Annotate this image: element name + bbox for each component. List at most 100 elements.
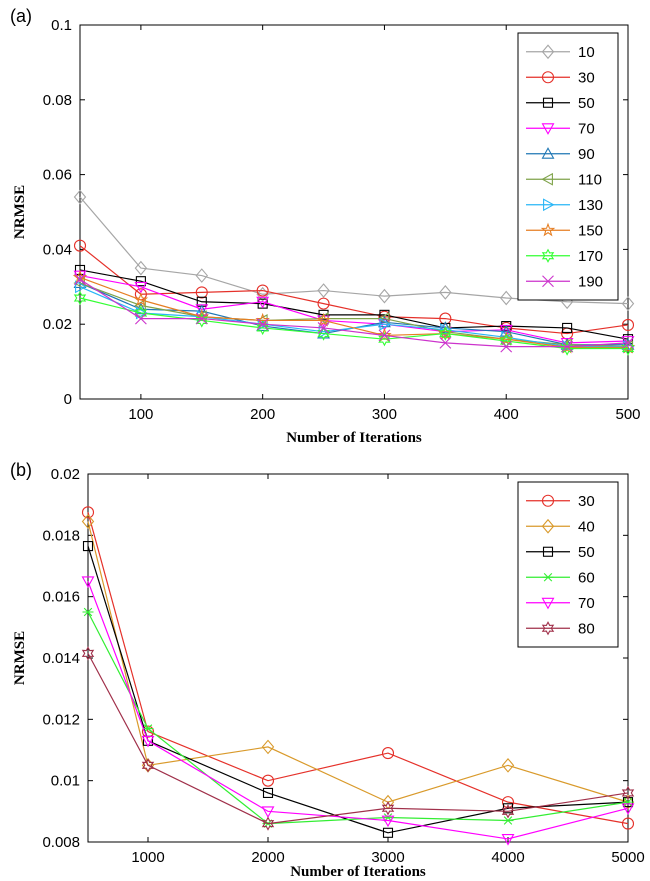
panel-a-series-line-190: [79, 278, 629, 348]
panel-a-data-point-170: [621, 341, 635, 356]
panel-a-legend-marker-70: [541, 123, 555, 135]
panel-a-series-line-30: [79, 245, 629, 335]
panel-a-data-point-190: [74, 273, 86, 286]
panel-a-data-point-190: [317, 322, 330, 334]
panel-a-data-point-170: [195, 313, 208, 328]
panel-b-legend-label-30: 30: [578, 493, 595, 510]
panel-a-data-point-190: [439, 337, 452, 349]
panel-a-x-tick-label: 100: [128, 406, 153, 423]
panel-a-legend-label-10: 10: [578, 44, 595, 61]
panel-a-x-tick-label: 300: [372, 406, 397, 423]
panel-b-series-30: [81, 506, 635, 830]
panel-a-data-point-130: [75, 280, 87, 294]
panel-a-data-point-30: [317, 297, 330, 310]
panel-b-data-point-80: [81, 646, 95, 661]
panel-b-legend-label-60: 60: [578, 569, 595, 586]
panel-a-data-point-130: [440, 323, 452, 337]
panel-a-data-point-10: [256, 286, 269, 302]
panel-a-legend-marker-150: [540, 222, 556, 237]
panel-a-plot-area: [79, 24, 629, 400]
panel-b-series-line-40: [87, 521, 629, 803]
panel-a-series-line-70: [79, 274, 629, 344]
panel-b-series-line-30: [87, 512, 629, 825]
panel-a-data-point-50: [501, 321, 512, 332]
panel-b-legend-marker-50: [542, 546, 554, 557]
panel-a-data-point-70: [256, 296, 270, 309]
panel-a-legend-marker-110: [541, 172, 553, 186]
panel-b-data-point-70: [501, 833, 515, 846]
panel-b-data-point-80: [141, 758, 155, 773]
panel-a-legend-label-130: 130: [578, 197, 603, 214]
panel-a-y-tick-label: 0.08: [43, 92, 72, 109]
panel-a-series-190: [74, 273, 634, 353]
panel-a-y-tick-label: 0.04: [43, 241, 72, 258]
panel-a-y-axis-title: NRMSE: [12, 185, 28, 239]
panel-b-x-tick-label: 1000: [131, 849, 164, 866]
panel-a-legend-label-30: 30: [578, 69, 595, 86]
panel-b-data-point-50: [262, 787, 274, 798]
panel-a-legend-label-170: 170: [578, 248, 603, 265]
panel-b-series-line-60: [87, 611, 629, 825]
panel-b-y-tick-label: 0.008: [42, 834, 80, 851]
panel-a-y-tick-label: 0.1: [51, 17, 72, 34]
panel-a-legend-label-110: 110: [578, 171, 602, 188]
panel-a-legend-marker-190: [542, 275, 554, 288]
panel-a-legend-marker-130: [543, 198, 555, 212]
panel-b-y-tick-label: 0.018: [42, 527, 80, 544]
panel-b-data-point-70: [621, 803, 635, 815]
panel-b-data-point-80: [501, 804, 515, 819]
panel-a-data-point-10: [317, 283, 330, 298]
panel-a-data-point-170: [73, 290, 87, 306]
panel-b-data-point-30: [621, 817, 635, 830]
panel-a-series-line-170: [79, 297, 628, 350]
panel-b-chart: (b) 0.008 0.01 0.012 0.014 0.016 0.018 0.02 100…: [10, 460, 645, 880]
panel-a-series-line-150: [79, 276, 628, 348]
panel-a-x-axis-title: Number of Iterations: [286, 430, 422, 446]
panel-a-ticks: 0 0.02 0.04 0.06 0.08 0.1 100 200 300 400 500: [43, 17, 641, 423]
panel-b-data-point-30: [81, 506, 95, 519]
panel-b-y-tick-label: 0.02: [51, 466, 80, 483]
panel-a-data-point-30: [439, 312, 452, 325]
panel-a-data-point-10: [439, 285, 452, 300]
panel-a-data-point-190: [256, 318, 269, 331]
panel-b-y-tick-label: 0.01: [51, 773, 80, 790]
panel-b-data-point-40: [261, 739, 275, 755]
panel-b-legend: 30 40 50 60 70 80: [517, 481, 619, 648]
panel-b-legend-marker-70: [541, 597, 555, 610]
panel-a-data-point-190: [135, 312, 147, 325]
panel-a-data-point-190: [622, 337, 634, 349]
panel-a-legend-marker-10: [541, 44, 555, 60]
panel-a-data-point-70: [134, 281, 148, 294]
panel-b-y-tick-label: 0.014: [42, 650, 80, 667]
panel-a-data-point-190: [378, 329, 391, 342]
panel-a-data-point-10: [134, 260, 148, 276]
panel-b-data-point-40: [501, 757, 515, 773]
panel-b-legend-box: [517, 481, 619, 648]
panel-a-data-point-10: [621, 296, 635, 311]
panel-b-legend-label-40: 40: [578, 518, 595, 535]
panel-a-data-point-170: [439, 326, 452, 341]
panel-b-x-axis-title: Number of Iterations: [290, 864, 426, 880]
panel-b-label: (b): [10, 460, 32, 480]
panel-a-legend-label-50: 50: [578, 95, 595, 112]
panel-a-data-point-190: [500, 340, 513, 353]
panel-b-data-point-70: [381, 815, 395, 828]
panel-b-legend-label-50: 50: [578, 544, 595, 561]
panel-b-data-point-70: [81, 576, 95, 588]
panel-b-ticks: 0.008 0.01 0.012 0.014 0.016 0.018 0.02 1000 200…: [42, 466, 644, 866]
panel-b-data-point-60: [142, 724, 154, 733]
panel-b-legend-marker-30: [541, 494, 555, 507]
panel-a-data-point-150: [377, 327, 392, 342]
panel-a-data-point-170: [560, 341, 574, 356]
panel-a-data-point-50: [135, 276, 146, 287]
panel-a-data-point-50: [562, 322, 573, 333]
panel-b-series-80: [81, 646, 635, 831]
panel-b-legend-label-80: 80: [578, 620, 595, 637]
panel-a-data-point-30: [256, 284, 269, 297]
panel-b-legend-marker-60: [542, 573, 554, 582]
panel-b-series: [81, 506, 635, 846]
panel-a-chart: (a) 0 0.02 0.04 0.06 0.08 0.1 100 200 300 400 500 …: [10, 6, 641, 446]
panel-a-x-tick-label: 400: [494, 406, 519, 423]
panel-a-legend-marker-170: [541, 248, 555, 263]
